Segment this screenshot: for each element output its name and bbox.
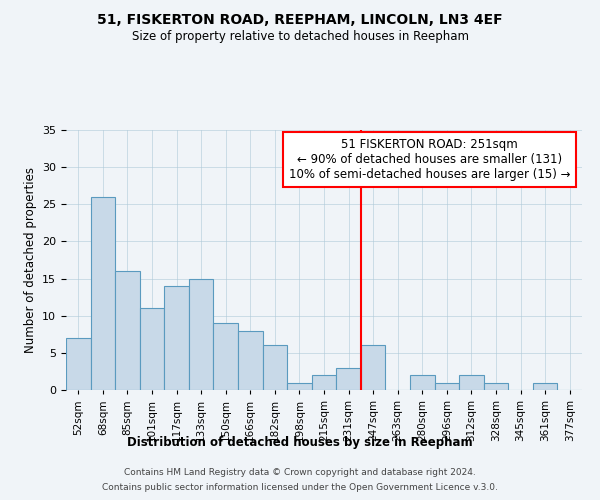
Text: Contains public sector information licensed under the Open Government Licence v.: Contains public sector information licen…: [102, 483, 498, 492]
Bar: [164, 286, 189, 390]
Text: 51, FISKERTON ROAD, REEPHAM, LINCOLN, LN3 4EF: 51, FISKERTON ROAD, REEPHAM, LINCOLN, LN…: [97, 12, 503, 26]
Y-axis label: Number of detached properties: Number of detached properties: [23, 167, 37, 353]
Bar: [115, 271, 140, 390]
Bar: [66, 338, 91, 390]
Bar: [410, 375, 434, 390]
Text: Contains HM Land Registry data © Crown copyright and database right 2024.: Contains HM Land Registry data © Crown c…: [124, 468, 476, 477]
Bar: [533, 382, 557, 390]
Bar: [287, 382, 312, 390]
Text: Distribution of detached houses by size in Reepham: Distribution of detached houses by size …: [127, 436, 473, 449]
Bar: [91, 197, 115, 390]
Text: 51 FISKERTON ROAD: 251sqm
← 90% of detached houses are smaller (131)
10% of semi: 51 FISKERTON ROAD: 251sqm ← 90% of detac…: [289, 138, 571, 182]
Bar: [434, 382, 459, 390]
Bar: [263, 346, 287, 390]
Bar: [214, 323, 238, 390]
Bar: [361, 346, 385, 390]
Bar: [459, 375, 484, 390]
Bar: [336, 368, 361, 390]
Bar: [189, 278, 214, 390]
Bar: [484, 382, 508, 390]
Bar: [238, 330, 263, 390]
Bar: [312, 375, 336, 390]
Bar: [140, 308, 164, 390]
Text: Size of property relative to detached houses in Reepham: Size of property relative to detached ho…: [131, 30, 469, 43]
